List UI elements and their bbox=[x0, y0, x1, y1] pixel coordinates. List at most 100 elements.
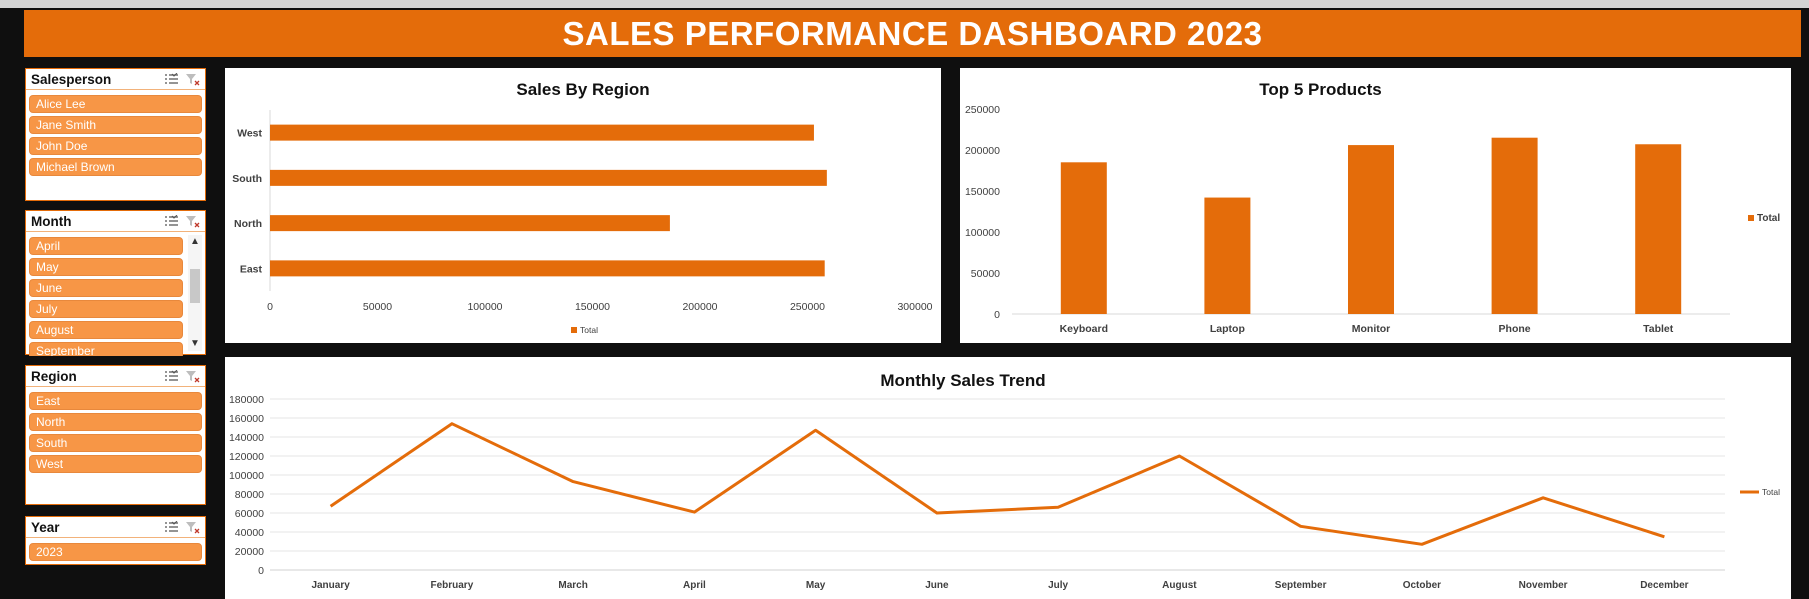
y-tick-label: 20000 bbox=[235, 546, 264, 558]
legend-label: Total bbox=[1762, 487, 1780, 497]
slicer-item[interactable]: July bbox=[29, 300, 183, 318]
product-bar bbox=[1204, 197, 1251, 314]
x-tick-label: 50000 bbox=[363, 301, 392, 313]
slicer-header: Region bbox=[26, 366, 205, 387]
clear-filter-icon[interactable] bbox=[185, 215, 200, 228]
slicer-header: Year bbox=[26, 517, 205, 538]
slicer-item[interactable]: South bbox=[29, 434, 202, 452]
clear-filter-icon[interactable] bbox=[185, 73, 200, 86]
legend-label: Total bbox=[1757, 213, 1780, 224]
region-label: West bbox=[237, 128, 262, 140]
scroll-thumb[interactable] bbox=[190, 269, 200, 303]
slicer-item[interactable]: East bbox=[29, 392, 202, 410]
y-tick-label: 160000 bbox=[229, 413, 264, 425]
multi-select-icon[interactable] bbox=[164, 214, 179, 228]
month-label: August bbox=[1162, 580, 1197, 591]
region-bar bbox=[270, 260, 825, 277]
y-tick-label: 0 bbox=[994, 309, 1000, 321]
product-bar bbox=[1348, 145, 1394, 314]
y-tick-label: 250000 bbox=[965, 104, 1000, 116]
month-label: November bbox=[1519, 580, 1568, 591]
product-bar bbox=[1635, 144, 1682, 314]
y-tick-label: 0 bbox=[258, 565, 264, 577]
chart-title: Monthly Sales Trend bbox=[880, 371, 1046, 390]
product-label: Keyboard bbox=[1060, 323, 1108, 335]
sales-by-region-chart[interactable]: Sales By Region West South North East 0 50000… bbox=[225, 68, 941, 343]
month-label: February bbox=[430, 580, 473, 591]
product-label: Laptop bbox=[1210, 323, 1245, 335]
y-tick-label: 180000 bbox=[229, 394, 264, 406]
slicer-title: Salesperson bbox=[31, 71, 112, 87]
month-label: April bbox=[683, 580, 706, 591]
year-slicer[interactable]: Year 2023 bbox=[25, 516, 206, 565]
y-tick-label: 80000 bbox=[235, 489, 264, 501]
chart-title: Sales By Region bbox=[516, 80, 650, 99]
x-tick-label: 300000 bbox=[897, 301, 932, 313]
month-label: May bbox=[806, 580, 826, 591]
slicer-item[interactable]: May bbox=[29, 258, 183, 276]
clear-filter-icon[interactable] bbox=[185, 370, 200, 383]
dashboard-title: SALES PERFORMANCE DASHBOARD 2023 bbox=[24, 10, 1801, 57]
scroll-up-icon[interactable]: ▲ bbox=[190, 236, 200, 247]
slicer-item[interactable]: June bbox=[29, 279, 183, 297]
y-tick-label: 200000 bbox=[965, 145, 1000, 157]
products-column-chart: 0 50000 100000 150000 200000 250000 Keyboard La… bbox=[965, 104, 1780, 335]
x-tick-label: 100000 bbox=[467, 301, 502, 313]
x-tick-label: 250000 bbox=[790, 301, 825, 313]
legend-label: Total bbox=[580, 325, 598, 335]
slicer-item[interactable]: Jane Smith bbox=[29, 116, 202, 134]
slicer-items: 2023 bbox=[26, 538, 205, 567]
slicer-item[interactable]: West bbox=[29, 455, 202, 473]
month-label: January bbox=[311, 580, 350, 591]
y-tick-label: 60000 bbox=[235, 508, 264, 520]
multi-select-icon[interactable] bbox=[164, 520, 179, 534]
month-label: September bbox=[1275, 580, 1327, 591]
month-label: December bbox=[1640, 580, 1688, 591]
month-slicer[interactable]: Month April May June July August September ▲ … bbox=[25, 210, 206, 356]
slicer-header: Salesperson bbox=[26, 69, 205, 90]
product-label: Phone bbox=[1499, 323, 1531, 335]
clear-filter-icon[interactable] bbox=[185, 521, 200, 534]
salesperson-slicer[interactable]: Salesperson Alice Lee Jane Smith John Doe M… bbox=[25, 68, 206, 201]
slicer-title: Year bbox=[31, 519, 60, 535]
legend-swatch bbox=[1748, 215, 1754, 221]
monthly-trend-chart[interactable]: Monthly Sales Trend 0 20000 40000 60000 8000… bbox=[225, 357, 1791, 599]
region-bar bbox=[270, 124, 814, 141]
multi-select-icon[interactable] bbox=[164, 72, 179, 86]
product-label: Tablet bbox=[1643, 323, 1674, 335]
region-label: East bbox=[240, 263, 263, 275]
trend-line bbox=[329, 422, 1665, 546]
region-bar bbox=[270, 215, 670, 232]
y-tick-label: 150000 bbox=[965, 186, 1000, 198]
slicer-item[interactable]: North bbox=[29, 413, 202, 431]
region-bar bbox=[270, 169, 827, 186]
region-slicer[interactable]: Region East North South West bbox=[25, 365, 206, 505]
slicer-items: April May June July August September bbox=[26, 232, 205, 356]
window-top-strip bbox=[0, 0, 1809, 8]
product-bar bbox=[1060, 162, 1107, 314]
scroll-down-icon[interactable]: ▼ bbox=[190, 338, 200, 349]
y-tick-label: 100000 bbox=[965, 227, 1000, 239]
slicer-header: Month bbox=[26, 211, 205, 232]
x-tick-label: 150000 bbox=[575, 301, 610, 313]
slicer-items: East North South West bbox=[26, 387, 205, 479]
region-label: South bbox=[232, 173, 262, 185]
y-tick-label: 120000 bbox=[229, 451, 264, 463]
legend-swatch bbox=[571, 327, 577, 333]
month-scrollbar[interactable]: ▲ ▼ bbox=[188, 235, 202, 351]
x-tick-label: 0 bbox=[267, 301, 273, 313]
month-label: June bbox=[925, 580, 949, 591]
top-products-chart[interactable]: Top 5 Products 0 50000 100000 150000 200000 2… bbox=[960, 68, 1791, 343]
slicer-item[interactable]: Alice Lee bbox=[29, 95, 202, 113]
y-tick-label: 140000 bbox=[229, 432, 264, 444]
chart-title: Top 5 Products bbox=[1259, 80, 1382, 99]
month-label: October bbox=[1403, 580, 1441, 591]
slicer-item[interactable]: 2023 bbox=[29, 543, 202, 561]
trend-line-chart: 0 20000 40000 60000 80000 100000 120000 140000 1… bbox=[229, 394, 1780, 591]
slicer-item[interactable]: John Doe bbox=[29, 137, 202, 155]
slicer-item[interactable]: August bbox=[29, 321, 183, 339]
multi-select-icon[interactable] bbox=[164, 369, 179, 383]
slicer-item[interactable]: Michael Brown bbox=[29, 158, 202, 176]
slicer-item[interactable]: April bbox=[29, 237, 183, 255]
slicer-item[interactable]: September bbox=[29, 342, 183, 356]
